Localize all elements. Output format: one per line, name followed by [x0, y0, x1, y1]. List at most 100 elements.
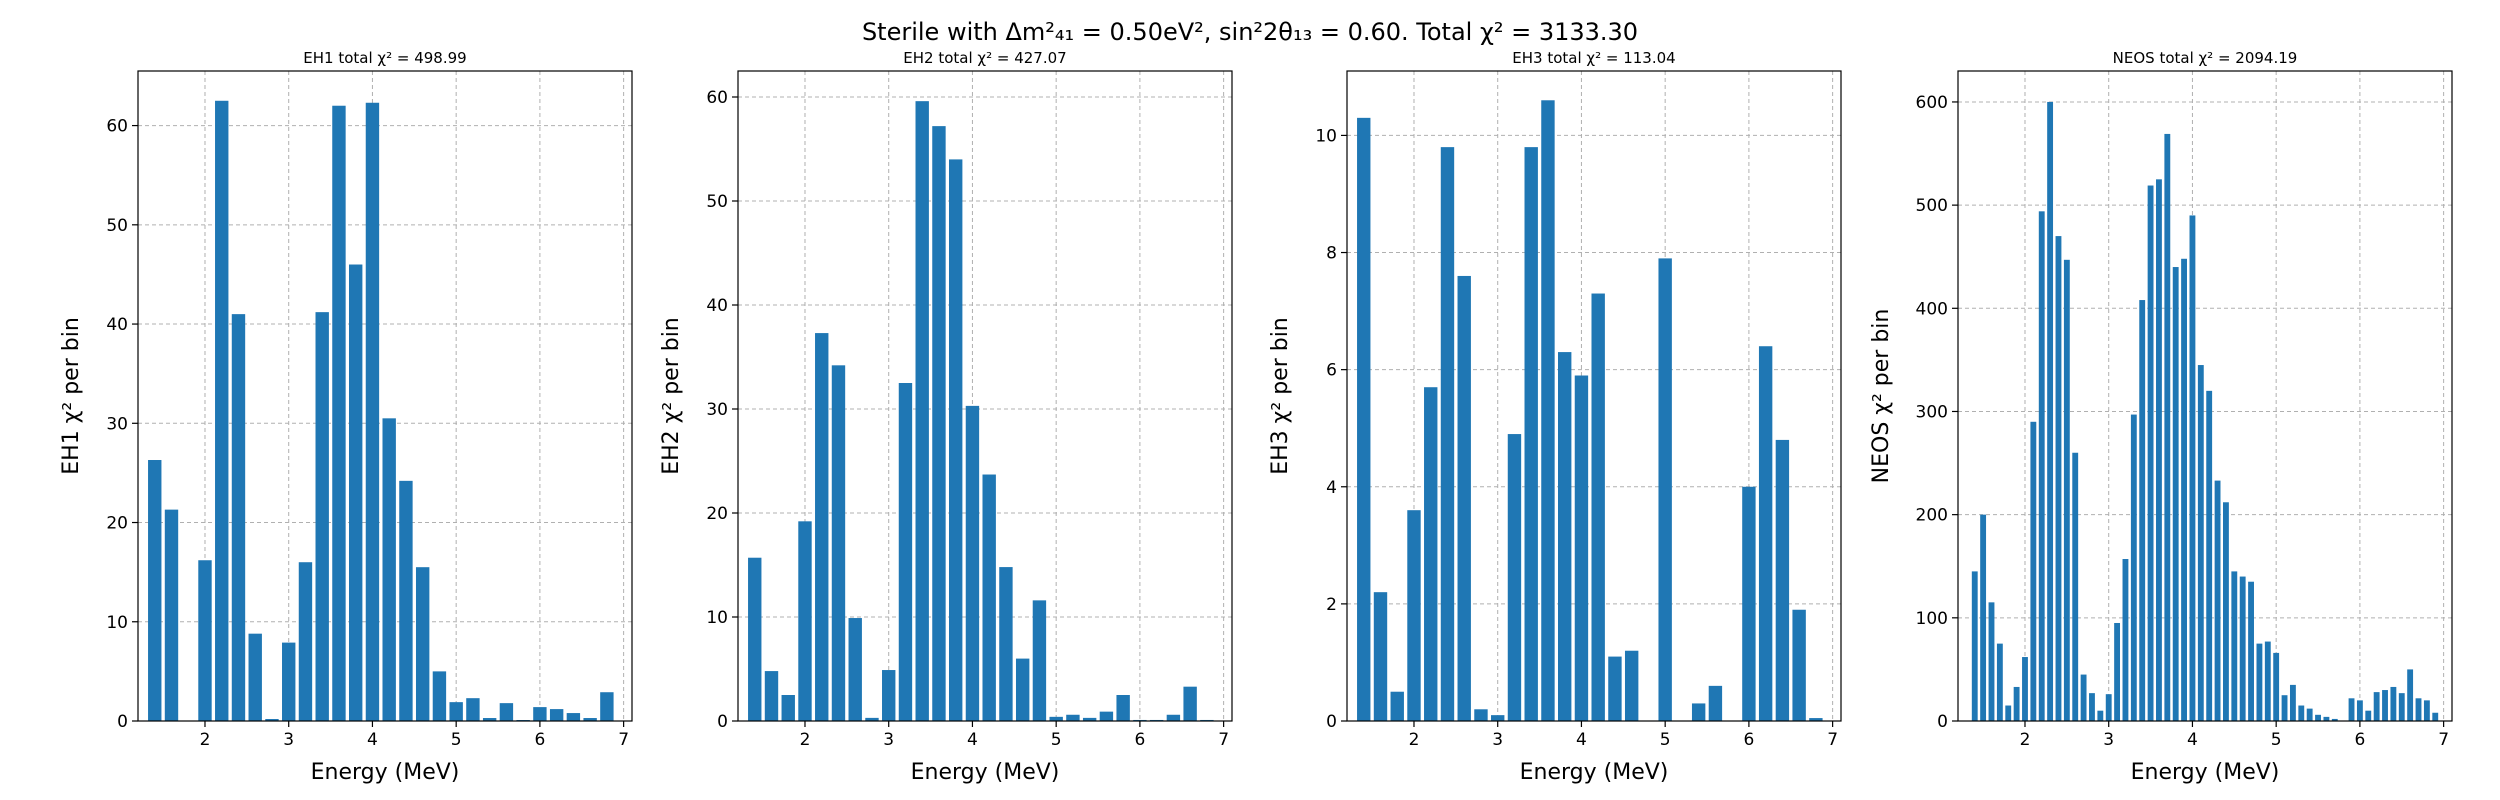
bar — [348, 264, 363, 721]
y-tick-label: 600 — [1916, 93, 1948, 113]
y-tick-label: 20 — [106, 514, 128, 534]
x-tick-label: 7 — [1218, 730, 1229, 750]
bar — [1524, 147, 1538, 722]
x-tick-label: 4 — [367, 730, 378, 750]
chart-title: EH2 total χ² = 427.07 — [903, 49, 1066, 67]
y-tick-label: 10 — [706, 608, 728, 628]
bar — [2273, 652, 2280, 721]
bar — [1166, 714, 1181, 721]
bar — [600, 692, 614, 721]
bar — [1980, 514, 1987, 721]
bar — [831, 365, 846, 721]
bar — [482, 718, 497, 721]
x-tick-label: 2 — [2020, 730, 2031, 750]
bar — [2105, 694, 2112, 721]
bar — [1183, 686, 1197, 721]
x-axis-label: Energy (MeV) — [2131, 760, 2280, 785]
y-tick-label: 100 — [1916, 609, 1948, 629]
y-tick-label: 4 — [1326, 478, 1337, 498]
bar — [2382, 690, 2388, 721]
bar — [1775, 439, 1790, 721]
bar — [2206, 390, 2213, 721]
bar — [948, 159, 963, 721]
bar — [882, 670, 896, 721]
x-tick-label: 7 — [1827, 730, 1838, 750]
bar — [148, 460, 162, 721]
y-axis-label: EH1 χ² per bin — [59, 317, 84, 475]
y-tick-label: 10 — [106, 613, 128, 633]
bar — [1032, 600, 1047, 721]
bar — [2415, 698, 2422, 721]
bar — [499, 703, 514, 721]
bar — [848, 618, 862, 721]
bar — [2223, 502, 2229, 721]
bar — [865, 717, 879, 721]
bar — [2097, 710, 2104, 721]
bar — [2156, 179, 2162, 722]
bar — [1758, 346, 1773, 721]
x-tick-label: 6 — [1743, 730, 1754, 750]
x-tick-label: 6 — [1134, 730, 1145, 750]
bar — [415, 567, 430, 721]
bar — [2214, 480, 2221, 721]
bar — [999, 567, 1013, 721]
x-tick-label: 3 — [2103, 730, 2114, 750]
bar — [2181, 258, 2187, 721]
bar — [1407, 510, 1421, 721]
y-tick-label: 60 — [706, 88, 728, 108]
bar — [231, 314, 246, 721]
bar — [2289, 684, 2296, 721]
y-tick-label: 40 — [706, 296, 728, 316]
bar — [2089, 693, 2095, 721]
bar — [764, 671, 779, 721]
bar — [1792, 609, 1806, 721]
y-tick-label: 50 — [106, 216, 128, 236]
chart-panel-4: 2 3 4 5 6 7 0 100 200 300 400 500 600 NEOS total χ² =… — [1869, 49, 2453, 785]
bar — [1357, 117, 1371, 721]
bar — [1015, 658, 1030, 721]
x-tick-label: 5 — [451, 730, 462, 750]
axes-frame — [1346, 70, 1842, 722]
bar — [2239, 576, 2246, 721]
bar — [2315, 714, 2321, 721]
bar — [164, 509, 179, 721]
y-tick-label: 30 — [106, 414, 128, 434]
y-tick-label: 30 — [706, 400, 728, 420]
bar — [449, 702, 463, 721]
bar — [382, 418, 396, 721]
x-tick-label: 7 — [618, 730, 629, 750]
bar — [533, 707, 547, 721]
bar — [1591, 293, 1605, 721]
y-tick-label: 50 — [706, 192, 728, 212]
bar — [1658, 258, 1672, 721]
bar — [798, 521, 812, 721]
bar — [1708, 685, 1723, 721]
bar — [2298, 705, 2305, 721]
bar — [2407, 669, 2414, 721]
bar — [2356, 700, 2363, 721]
bar — [2231, 571, 2238, 721]
x-axis-label: Energy (MeV) — [311, 760, 460, 785]
x-tick-label: 5 — [1051, 730, 1062, 750]
bar — [2281, 695, 2288, 721]
y-tick-label: 0 — [1326, 712, 1337, 732]
bar — [2348, 698, 2355, 721]
y-tick-label: 400 — [1916, 299, 1948, 319]
y-tick-label: 2 — [1326, 595, 1337, 615]
bar — [1988, 602, 1995, 721]
chart-panel-3: 2 3 4 5 6 7 0 2 4 6 8 10 EH3 total χ² = 113.04 Energy… — [1268, 49, 1842, 785]
bar — [1809, 718, 1823, 721]
bar — [1491, 715, 1505, 721]
y-axis-label: EH3 χ² per bin — [1268, 317, 1293, 475]
figure-suptitle: Sterile with Δm²₄₁ = 0.50eV², sin²2θ₁₃ =… — [862, 18, 1638, 46]
bar — [2423, 700, 2430, 721]
bar — [2189, 215, 2196, 721]
y-tick-label: 60 — [106, 117, 128, 137]
bar — [1474, 709, 1488, 721]
bar — [2172, 267, 2179, 721]
x-tick-label: 5 — [2271, 730, 2282, 750]
bar — [1557, 352, 1572, 721]
y-tick-label: 200 — [1916, 506, 1948, 526]
bar — [315, 312, 329, 721]
bar — [248, 633, 262, 721]
